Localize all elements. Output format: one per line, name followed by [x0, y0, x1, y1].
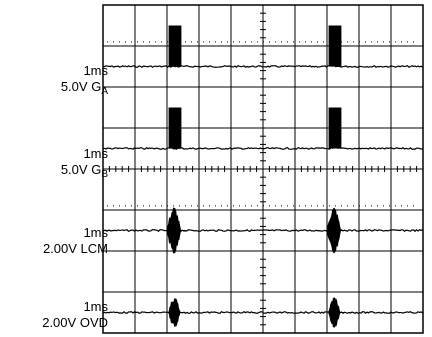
trace-ga	[102, 65, 423, 69]
signal-burst	[166, 207, 187, 254]
signal-burst	[168, 297, 185, 328]
trace-lcm	[102, 229, 423, 233]
trace-gb	[102, 147, 423, 150]
channel-label-lcm: 1ms 2.00V LCM	[43, 225, 108, 257]
trace-ovd	[102, 310, 423, 315]
pulse-burst	[328, 25, 342, 67]
channel-a-subscript: A	[101, 86, 108, 97]
channel-a-scale: 5.0V	[60, 79, 88, 94]
channel-b-timebase: 1ms	[83, 146, 108, 161]
channel-lcm-scale: 2.00V	[42, 241, 77, 256]
pulse-burst	[168, 107, 182, 149]
channel-label-ga: 1ms 5.0V GA	[61, 63, 108, 97]
channel-lcm-timebase: 1ms	[83, 225, 108, 240]
channel-lcm-signal: LCM	[80, 241, 108, 256]
channel-b-subscript: B	[101, 169, 108, 180]
channel-ovd-signal: OVD	[79, 315, 108, 330]
pulse-burst	[168, 25, 182, 67]
channel-ovd-scale: 2.00V	[42, 315, 77, 330]
channel-b-scale: 5.0V	[60, 162, 88, 177]
channel-ovd-timebase: 1ms	[83, 299, 108, 314]
channel-label-ovd: 1ms 2.00V OVD	[42, 299, 108, 331]
channel-ovd-scale-line: 2.00V OVD	[42, 315, 108, 331]
channel-lcm-scale-line: 2.00V LCM	[43, 241, 108, 257]
channel-a-timebase: 1ms	[83, 63, 108, 78]
channel-a-signal: G	[91, 79, 102, 94]
pulse-burst	[328, 107, 342, 149]
scope-frame	[102, 4, 424, 334]
signal-burst	[328, 297, 345, 328]
channel-a-scale-line: 5.0V GA	[61, 79, 108, 97]
channel-label-gb: 1ms 5.0V GB	[61, 146, 108, 180]
channel-b-signal: G	[91, 162, 102, 177]
signal-burst	[326, 207, 347, 254]
channel-b-scale-line: 5.0V GB	[61, 162, 108, 180]
